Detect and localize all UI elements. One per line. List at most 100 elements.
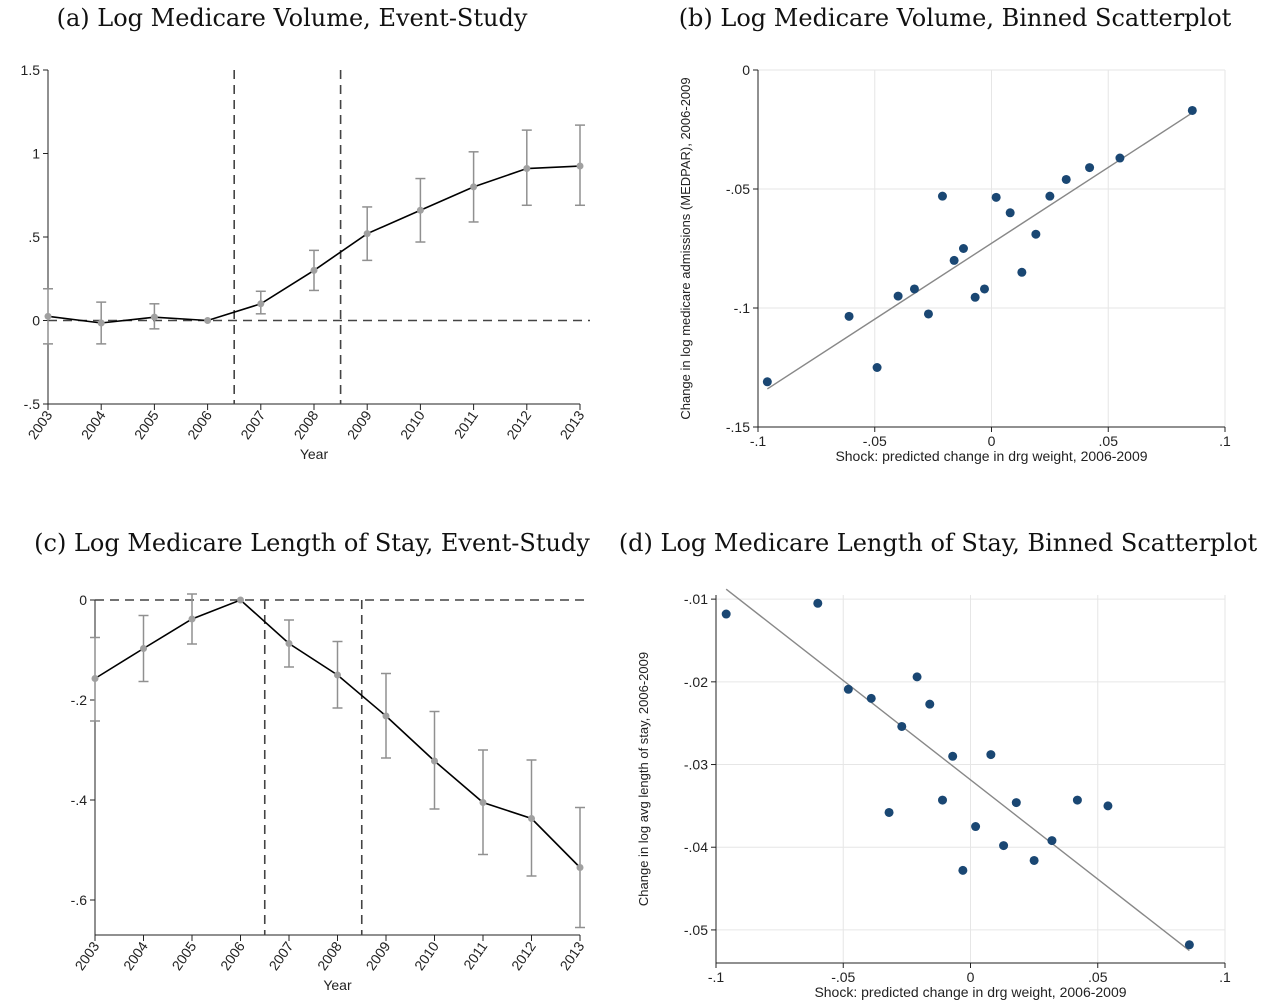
estimate-point <box>310 266 318 274</box>
scatter-point <box>1011 798 1021 808</box>
estimate-point <box>257 300 265 308</box>
y-tick-label: -.05 <box>684 922 708 938</box>
scatter-point <box>958 244 968 253</box>
scatter-point <box>872 363 882 372</box>
scatter-point <box>1017 267 1027 277</box>
x-axis-label: Year <box>323 977 352 993</box>
x-axis-label: Shock: predicted change in drg weight, 2… <box>814 984 1126 1000</box>
x-tick-label: 2007 <box>237 407 268 442</box>
x-tick-label: 2009 <box>344 407 375 442</box>
x-tick-label: .05 <box>1088 969 1108 985</box>
x-axis-label: Year <box>300 446 329 462</box>
scatter-point <box>986 750 996 760</box>
y-axis-label: Change in log medicare admissions (MEDPA… <box>678 77 693 419</box>
y-tick-label: -.05 <box>726 181 750 197</box>
estimate-point <box>416 206 424 214</box>
scatter-point <box>971 822 981 832</box>
estimate-point <box>528 815 535 822</box>
x-axis-label: Shock: predicted change in drg weight, 2… <box>835 448 1147 464</box>
x-tick-label: 0 <box>988 433 996 449</box>
estimate-point <box>576 162 584 170</box>
x-tick-label: 2010 <box>411 938 442 973</box>
panel-d-title: (d) Log Medicare Length of Stay, Binned … <box>619 529 1258 557</box>
scatter-point <box>813 598 823 608</box>
panel-d-chart: -.05 -.04 -.03 -.02 -.01 -.1 -.05 0 .05 .1 Shock: … <box>636 588 1231 1000</box>
scatter-point <box>979 284 989 294</box>
x-tick-label: 2011 <box>460 938 490 972</box>
scatter-point <box>958 865 968 875</box>
scatter-point <box>843 684 853 694</box>
scatter-point <box>762 377 772 387</box>
x-tick-label: -.05 <box>863 433 887 449</box>
y-tick-label: 0 <box>742 62 750 78</box>
estimate-point <box>188 615 196 623</box>
scatter-point <box>893 291 903 301</box>
scatter-point <box>1031 229 1041 239</box>
scatter-point <box>1103 801 1113 811</box>
x-tick-label: 2005 <box>168 938 199 973</box>
scatter-point <box>1045 191 1055 201</box>
scatter-point <box>923 309 933 319</box>
x-tick-label: 2013 <box>556 938 587 973</box>
fit-line <box>766 112 1193 390</box>
scatter-point <box>1029 855 1039 865</box>
x-tick-label: 0 <box>967 969 975 985</box>
scatter-point <box>1085 163 1095 173</box>
estimate-point <box>140 645 147 652</box>
scatter-point <box>912 672 922 682</box>
y-tick-label: -.1 <box>734 300 751 316</box>
scatter-point <box>970 292 980 302</box>
x-tick-label: 2008 <box>290 407 321 442</box>
x-tick-label: 2012 <box>508 938 539 973</box>
estimate-point <box>285 640 293 647</box>
scatter-point <box>866 693 876 703</box>
x-tick-label: 2008 <box>314 938 345 973</box>
x-tick-label: 2011 <box>451 407 481 441</box>
estimate-point <box>479 799 487 806</box>
scatter-point <box>1187 105 1197 115</box>
scatter-point <box>999 841 1009 851</box>
y-tick-label: -.04 <box>684 839 708 855</box>
x-tick-label: 2010 <box>397 407 428 442</box>
x-tick-label: -.1 <box>750 433 767 449</box>
panel-a-chart: -.5 0 .5 1 1.5 2003 2004 2005 2006 2007 2008 2009 20… <box>21 62 590 462</box>
x-tick-label: .1 <box>1219 969 1231 985</box>
scatter-point <box>721 609 731 619</box>
x-tick-label: 2007 <box>265 938 296 973</box>
scatter-point <box>937 191 947 201</box>
scatter-point <box>991 192 1001 202</box>
scatter-point <box>844 311 854 321</box>
scatter-point <box>1005 208 1015 218</box>
panel-a-title: (a) Log Medicare Volume, Event-Study <box>57 4 528 32</box>
y-tick-label: 0 <box>79 592 87 608</box>
y-tick-label: -.15 <box>726 419 750 435</box>
scatter-point <box>909 284 919 294</box>
x-tick-label: 2004 <box>120 938 151 973</box>
y-tick-label: -.4 <box>71 792 88 808</box>
scatter-point <box>948 751 958 761</box>
y-tick-label: -.03 <box>684 757 708 773</box>
x-tick-label: 2003 <box>71 938 102 973</box>
panel-c-title: (c) Log Medicare Length of Stay, Event-S… <box>34 529 590 557</box>
x-tick-label: .1 <box>1219 433 1231 449</box>
x-tick-label: 2009 <box>362 938 393 973</box>
x-tick-label: 2006 <box>217 938 248 973</box>
estimate-point <box>97 319 105 327</box>
x-tick-label: 2003 <box>24 407 55 442</box>
estimate-line <box>94 599 581 869</box>
y-axis-label: Change in log avg length of stay, 2006-2… <box>636 652 651 906</box>
estimate-point <box>334 671 341 679</box>
estimate-point <box>150 313 158 321</box>
scatter-point <box>938 795 948 805</box>
scatter-point <box>1072 795 1082 805</box>
estimate-point <box>382 712 390 720</box>
x-tick-label: -.1 <box>708 969 725 985</box>
x-tick-label: -.05 <box>831 969 855 985</box>
y-tick-label: 0 <box>32 313 40 329</box>
scatter-point <box>1047 836 1057 846</box>
y-tick-label: .5 <box>28 229 40 245</box>
y-tick-label: -.2 <box>71 692 88 708</box>
y-tick-label: -.01 <box>684 591 708 607</box>
estimate-point <box>91 675 99 682</box>
